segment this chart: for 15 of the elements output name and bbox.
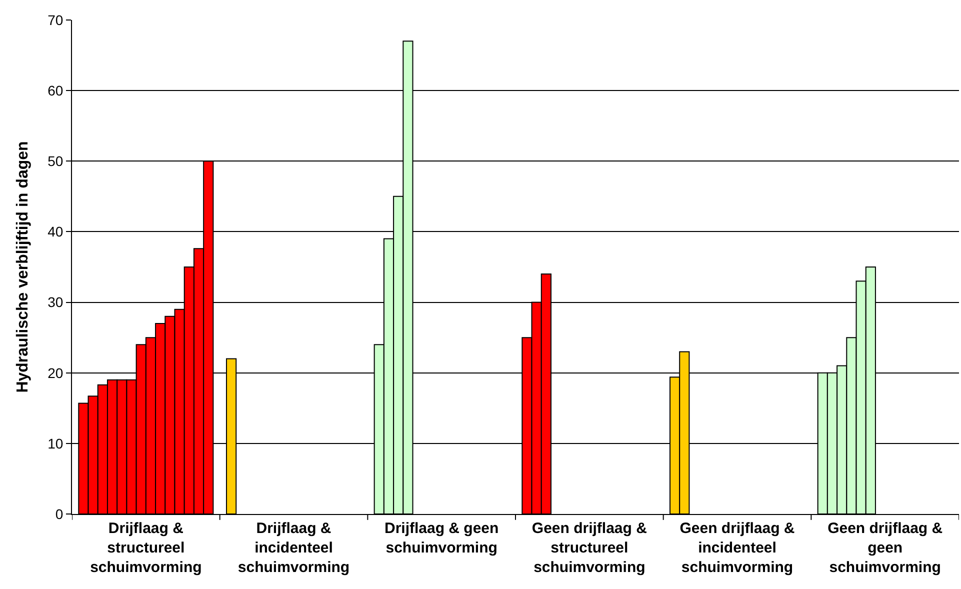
x-tick-label: Geen drijflaag & incidenteel schuimvorming [680,520,795,576]
y-tick-label: 50 [48,153,64,170]
y-tick-label: 40 [48,224,64,240]
y-tick-label: 10 [48,435,64,452]
x-tick-label: Drijflaag & structureel schuimvorming [90,520,202,576]
x-tick-label: Drijflaag & geen schuimvorming [384,520,499,556]
y-tick-label: 70 [48,12,64,28]
y-tick-label: 60 [48,82,64,98]
x-tick-label: Geen drijflaag & geen schuimvorming [828,520,943,576]
x-tick-label: Drijflaag & incidenteel schuimvorming [238,520,350,576]
y-axis-title: Hydraulische verblijftijd in dagen [14,141,32,393]
y-tick-label: 30 [48,294,64,310]
x-tick-label: Geen drijflaag & structureel schuimvorming [532,520,648,576]
y-tick-label: 20 [48,364,64,381]
y-tick-label: 0 [55,506,64,522]
